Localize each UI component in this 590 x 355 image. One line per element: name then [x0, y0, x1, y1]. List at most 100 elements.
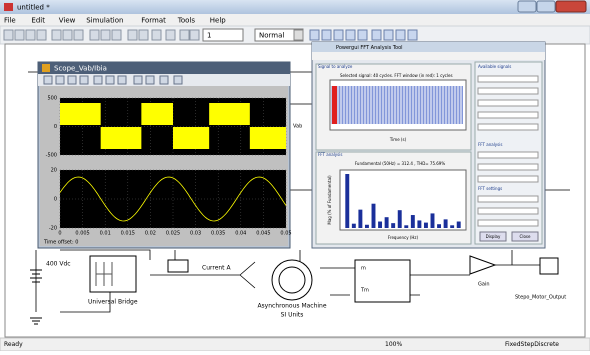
scope-tool[interactable]: [145, 75, 155, 85]
fft-bar: [430, 213, 435, 228]
scope-tool[interactable]: [117, 75, 127, 85]
app-icon: [4, 3, 13, 11]
toolbar-button[interactable]: [100, 29, 111, 41]
toolbar-button[interactable]: [407, 29, 418, 41]
status-bar: [0, 337, 590, 352]
voltage-wave: [100, 127, 142, 149]
available-title: Available signals: [478, 64, 511, 69]
scope-tool[interactable]: [79, 75, 89, 85]
close-fft-button[interactable]: [511, 231, 539, 242]
scope-tool[interactable]: [93, 75, 103, 85]
signal-caption: Selected signal: 40 cycles. FFT window (…: [340, 73, 453, 78]
menu-item[interactable]: Edit: [31, 17, 45, 25]
toolbar-button[interactable]: [357, 29, 368, 41]
toolbar-button[interactable]: [89, 29, 100, 41]
bridge-label: Universal Bridge: [88, 299, 138, 306]
toolbar-button[interactable]: [309, 29, 320, 41]
close-button-label: Close: [520, 234, 531, 239]
scope-tool[interactable]: [105, 75, 115, 85]
toolbar-button[interactable]: [14, 29, 25, 41]
scope-title: Scope_Vab/Ibia: [54, 65, 107, 73]
toolbar-button[interactable]: [333, 29, 344, 41]
voltage-wave: [60, 103, 101, 125]
toolbar-button[interactable]: [371, 29, 382, 41]
menu-item[interactable]: View: [59, 17, 76, 25]
voltage-wave: [209, 103, 250, 125]
toolbar-button[interactable]: [345, 29, 356, 41]
menu-item[interactable]: Format: [141, 17, 166, 25]
scope-tool[interactable]: [43, 75, 53, 85]
fft-bar: [437, 224, 442, 228]
x-tick-label: 0.01: [100, 231, 111, 237]
fft-bar: [456, 221, 461, 228]
y-tick-label: 0: [54, 124, 57, 130]
demux-block: [354, 259, 411, 303]
voltage-wave: [141, 103, 173, 125]
status-ready: Ready: [4, 341, 23, 348]
diagram-wires: [28, 71, 570, 313]
toolbar-button[interactable]: [127, 29, 138, 41]
toolbar-button[interactable]: [3, 29, 14, 41]
toolbar-button[interactable]: [179, 29, 190, 41]
toolbar-button[interactable]: [25, 29, 36, 41]
toolbar-button[interactable]: [51, 29, 62, 41]
dropdown-arrow[interactable]: [293, 29, 304, 41]
menu-item[interactable]: Simulation: [86, 17, 123, 25]
menu-item[interactable]: File: [4, 17, 16, 25]
fft-xlabel: Frequency (Hz): [388, 235, 419, 240]
x-tick-label: 0.015: [121, 231, 135, 237]
current-block: [167, 259, 189, 273]
toolbar-button[interactable]: [151, 29, 162, 41]
maximize-button[interactable]: [536, 0, 556, 13]
toolbar-button[interactable]: [62, 29, 73, 41]
x-tick-label: 0: [58, 231, 61, 237]
toolbar-button[interactable]: [111, 29, 122, 41]
fft-bar: [351, 223, 356, 228]
x-tick-label: 0.05: [280, 231, 291, 237]
settings-fields[interactable]: [477, 75, 539, 227]
scope-tool[interactable]: [173, 75, 183, 85]
scope-tool[interactable]: [159, 75, 169, 85]
menu-item[interactable]: Tools: [177, 17, 196, 25]
minimize-button[interactable]: [517, 0, 537, 13]
y-tick-label: -20: [49, 226, 57, 232]
voltage-wave: [173, 127, 210, 149]
scope-tool[interactable]: [67, 75, 77, 85]
machine-units: SI Units: [281, 312, 304, 319]
toolbar-button[interactable]: [189, 29, 200, 41]
title-bar: [0, 0, 590, 14]
scope-tool[interactable]: [133, 75, 143, 85]
fft-bar: [371, 203, 376, 228]
output-block: [539, 257, 559, 275]
machine-block: [271, 259, 313, 301]
fft-bar: [417, 220, 422, 228]
toolbar-button[interactable]: [165, 29, 176, 41]
signal-panel-title: Signal to analyze: [318, 64, 353, 69]
dc-source: [30, 269, 42, 325]
toolbar-button[interactable]: [36, 29, 47, 41]
fft-bar: [391, 223, 396, 228]
stop-time-input[interactable]: [202, 28, 244, 42]
fft-bar: [364, 224, 369, 228]
toolbar-button[interactable]: [321, 29, 332, 41]
current-label: Current A: [202, 265, 231, 272]
voltage-wave: [249, 127, 286, 149]
close-button[interactable]: [555, 0, 587, 13]
toolbar-button[interactable]: [395, 29, 406, 41]
toolbar-button[interactable]: [383, 29, 394, 41]
y-tick-label: 20: [51, 168, 57, 174]
toolbar-button[interactable]: [73, 29, 84, 41]
scope-tool[interactable]: [55, 75, 65, 85]
fft-bar: [378, 221, 383, 228]
status-solver: FixedStepDiscrete: [505, 341, 559, 348]
fft-bar: [397, 210, 402, 228]
toolbar-button[interactable]: [138, 29, 149, 41]
fft-ylabel: Mag (% of Fundamental): [327, 175, 332, 225]
display-button[interactable]: [479, 231, 507, 242]
y-tick-label: 0: [54, 197, 57, 203]
menu-item[interactable]: Help: [210, 17, 227, 25]
fft-settings-title: FFT settings: [478, 186, 502, 191]
analysis-panel-title: FFT analysis: [318, 152, 342, 157]
display-button-label: Display: [486, 234, 501, 239]
